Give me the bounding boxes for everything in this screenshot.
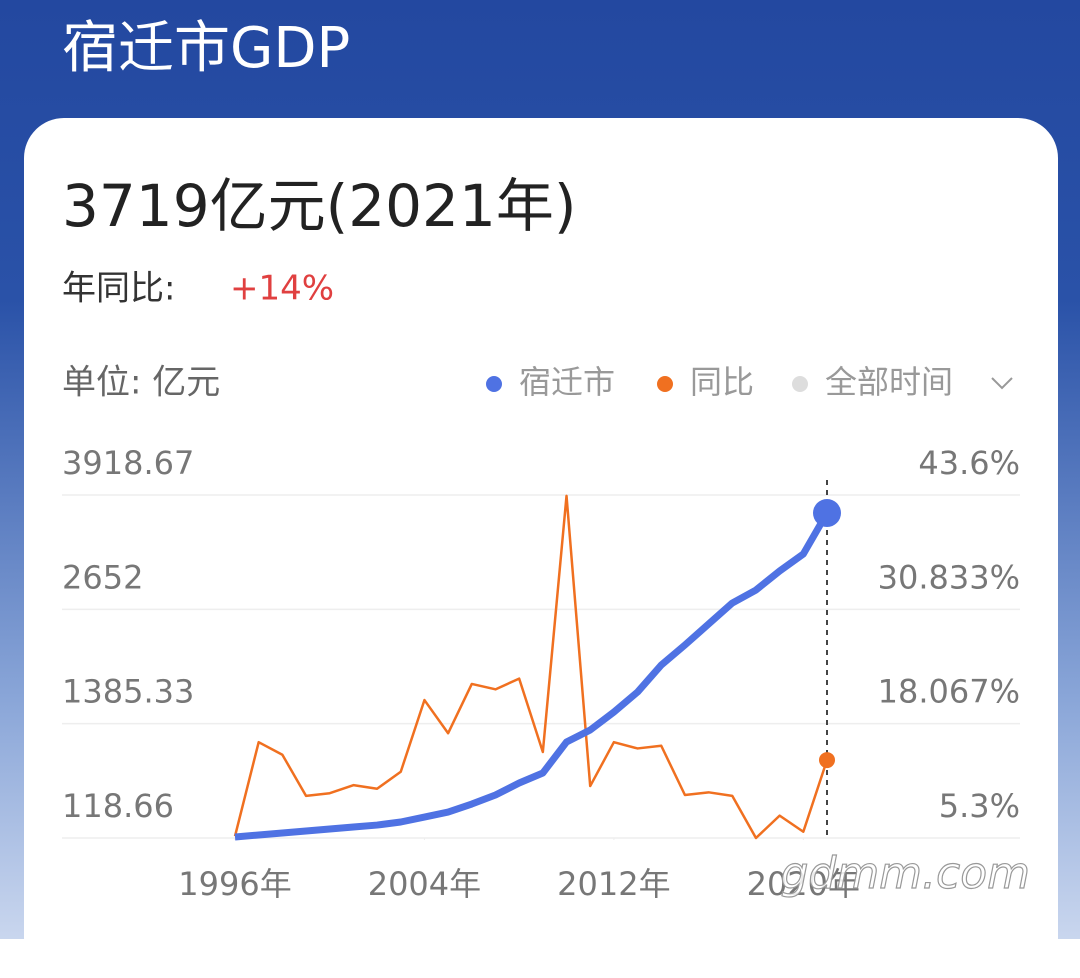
page-title: 宿迁市GDP [62,16,350,81]
series-line [233,494,829,840]
x-tick-label: 2004年 [368,865,481,903]
y2-tick-label: 18.067% [878,673,1020,711]
end-point [819,752,835,769]
legend-marker [657,376,673,392]
x-tick-label: 2012年 [557,865,670,903]
y2-tick-label: 30.833% [878,558,1020,596]
y2-tick-label: 43.6% [918,444,1020,482]
legend-label: 宿迁市 [519,363,615,401]
watermark: gdmm.com [780,848,1030,899]
chart: 宿迁市GDP 3719亿元(2021年) 年同比: +14% 单位: 亿元 宿迁… [62,16,1031,903]
time-range-dot [792,376,808,392]
card [24,118,1058,978]
legend: 宿迁市 同比 [486,363,754,401]
yoy-value: +14% [230,269,334,309]
x-tick-label: 2020年 [747,865,860,903]
dropdown-arrow [991,377,1013,390]
legend-marker [486,376,502,392]
time-range-dropdown[interactable]: 全部时间 [792,363,1013,401]
legend-label: 同比 [690,363,754,401]
yoy-label: 年同比: [62,269,175,309]
y-tick-label: 1385.33 [62,673,194,711]
unit-label: 单位: 亿元 [62,363,220,403]
x-tick-label: 1996年 [178,865,291,903]
headline: 3719亿元(2021年) [62,172,576,240]
y-tick-label: 118.66 [62,787,174,825]
series-line [234,511,831,841]
time-range[interactable]: 全部时间 [825,363,953,401]
y-tick-label: 3918.67 [62,444,194,482]
end-point [813,499,841,528]
y2-tick-label: 5.3% [939,787,1020,825]
y-tick-label: 2652 [62,558,143,596]
